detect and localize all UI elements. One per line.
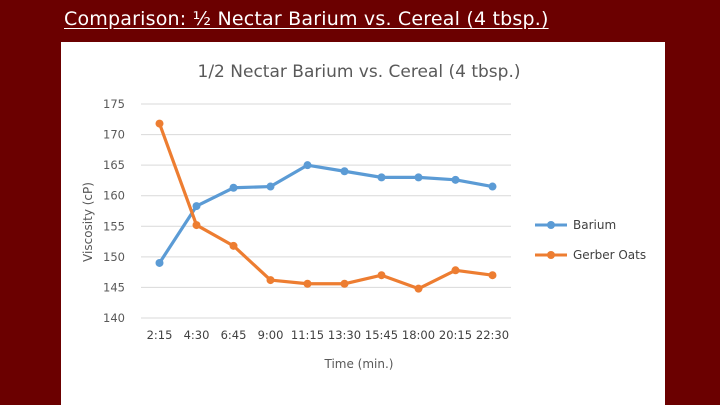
data-point — [451, 175, 460, 184]
y-tick-label: 155 — [103, 219, 125, 233]
x-axis-label: Time (min.) — [324, 357, 394, 371]
data-point — [266, 182, 275, 191]
y-tick-label: 170 — [103, 128, 125, 142]
legend: Barium Gerber Oats — [535, 218, 646, 262]
gridlines — [141, 103, 511, 319]
x-tick-label: 9:00 — [258, 328, 284, 342]
data-point — [377, 173, 386, 182]
data-point — [340, 279, 349, 288]
x-tick-label: 20:15 — [439, 328, 472, 342]
x-tick-label: 15:45 — [365, 328, 398, 342]
data-point — [192, 221, 201, 230]
chart-title: 1/2 Nectar Barium vs. Cereal (4 tbsp.) — [198, 62, 521, 82]
data-point — [488, 271, 497, 280]
series-line-gerber-oats — [157, 121, 495, 291]
y-tick-label: 140 — [103, 311, 125, 325]
data-point — [192, 202, 201, 211]
legend-label: Gerber Oats — [573, 248, 646, 262]
data-point — [229, 183, 238, 192]
data-point — [155, 119, 164, 128]
data-point — [488, 182, 497, 191]
series-line-barium — [157, 163, 495, 265]
data-point — [340, 167, 349, 176]
x-tick-label: 2:15 — [147, 328, 173, 342]
x-tick-label: 11:15 — [291, 328, 324, 342]
x-tick-label: 6:45 — [221, 328, 247, 342]
y-tick-label: 150 — [103, 250, 125, 264]
line-chart: 1/2 Nectar Barium vs. Cereal (4 tbsp.) 1… — [81, 62, 646, 371]
data-point — [414, 284, 423, 293]
y-tick-label: 160 — [103, 189, 125, 203]
x-tick-label: 4:30 — [184, 328, 210, 342]
data-point — [303, 161, 312, 170]
slide-title: Comparison: ½ Nectar Barium vs. Cereal (… — [64, 8, 549, 30]
legend-marker — [547, 221, 555, 229]
y-tick-label: 175 — [103, 97, 125, 111]
y-axis-ticks: 140 145 150 155 160 165 170 175 — [103, 97, 125, 325]
chart-panel: 1/2 Nectar Barium vs. Cereal (4 tbsp.) 1… — [61, 42, 665, 405]
y-tick-label: 165 — [103, 158, 125, 172]
data-point — [451, 266, 460, 275]
legend-label: Barium — [573, 218, 616, 232]
data-point — [229, 241, 238, 250]
data-point — [414, 173, 423, 182]
x-tick-label: 13:30 — [328, 328, 361, 342]
data-point — [155, 258, 164, 267]
data-point — [266, 276, 275, 285]
y-tick-label: 145 — [103, 280, 125, 294]
data-point — [377, 271, 386, 280]
x-axis-ticks: 2:15 4:30 6:45 9:00 11:15 13:30 15:45 18:00 20:1… — [147, 328, 509, 342]
data-point — [303, 279, 312, 288]
x-tick-label: 22:30 — [476, 328, 509, 342]
y-axis-label: Viscosity (cP) — [81, 182, 95, 262]
legend-marker — [547, 251, 555, 259]
x-tick-label: 18:00 — [402, 328, 435, 342]
series-group — [155, 119, 497, 293]
